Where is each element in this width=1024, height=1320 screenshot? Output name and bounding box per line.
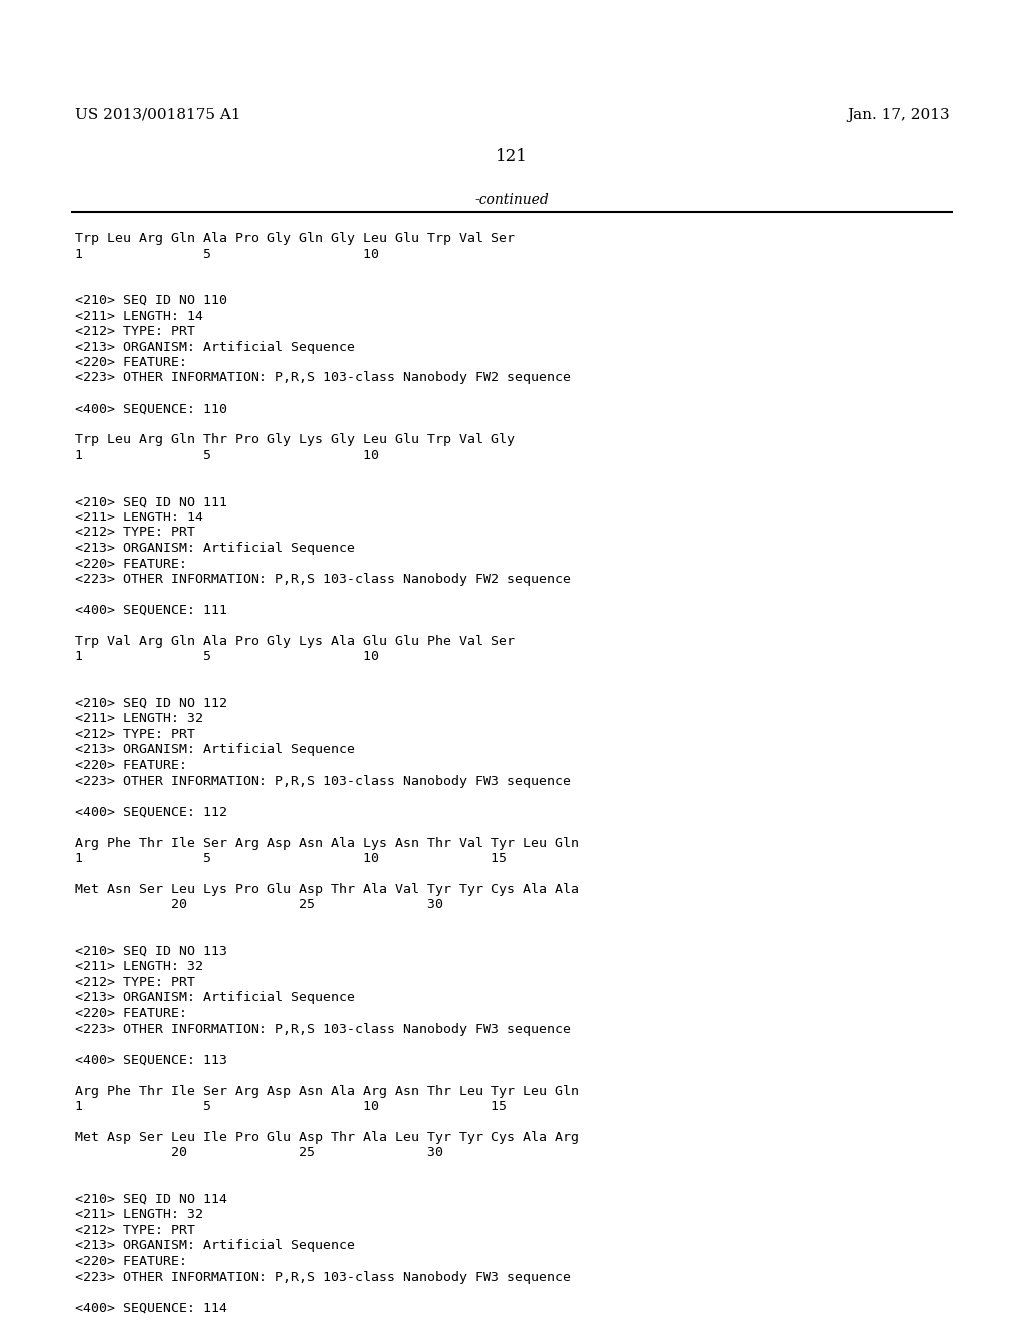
Text: <213> ORGANISM: Artificial Sequence: <213> ORGANISM: Artificial Sequence (75, 1239, 355, 1253)
Text: <400> SEQUENCE: 113: <400> SEQUENCE: 113 (75, 1053, 227, 1067)
Text: 1               5                   10: 1 5 10 (75, 651, 379, 664)
Text: US 2013/0018175 A1: US 2013/0018175 A1 (75, 108, 241, 121)
Text: <223> OTHER INFORMATION: P,R,S 103-class Nanobody FW2 sequence: <223> OTHER INFORMATION: P,R,S 103-class… (75, 573, 571, 586)
Text: <213> ORGANISM: Artificial Sequence: <213> ORGANISM: Artificial Sequence (75, 543, 355, 554)
Text: <210> SEQ ID NO 110: <210> SEQ ID NO 110 (75, 294, 227, 308)
Text: Arg Phe Thr Ile Ser Arg Asp Asn Ala Lys Asn Thr Val Tyr Leu Gln: Arg Phe Thr Ile Ser Arg Asp Asn Ala Lys … (75, 837, 579, 850)
Text: 1               5                   10              15: 1 5 10 15 (75, 1100, 507, 1113)
Text: <223> OTHER INFORMATION: P,R,S 103-class Nanobody FW3 sequence: <223> OTHER INFORMATION: P,R,S 103-class… (75, 1270, 571, 1283)
Text: <220> FEATURE:: <220> FEATURE: (75, 356, 187, 370)
Text: 20              25              30: 20 25 30 (75, 899, 443, 912)
Text: <220> FEATURE:: <220> FEATURE: (75, 759, 187, 772)
Text: Trp Leu Arg Gln Thr Pro Gly Lys Gly Leu Glu Trp Val Gly: Trp Leu Arg Gln Thr Pro Gly Lys Gly Leu … (75, 433, 515, 446)
Text: <400> SEQUENCE: 114: <400> SEQUENCE: 114 (75, 1302, 227, 1315)
Text: Met Asp Ser Leu Ile Pro Glu Asp Thr Ala Leu Tyr Tyr Cys Ala Arg: Met Asp Ser Leu Ile Pro Glu Asp Thr Ala … (75, 1131, 579, 1144)
Text: Trp Leu Arg Gln Ala Pro Gly Gln Gly Leu Glu Trp Val Ser: Trp Leu Arg Gln Ala Pro Gly Gln Gly Leu … (75, 232, 515, 246)
Text: Met Asn Ser Leu Lys Pro Glu Asp Thr Ala Val Tyr Tyr Cys Ala Ala: Met Asn Ser Leu Lys Pro Glu Asp Thr Ala … (75, 883, 579, 896)
Text: Trp Val Arg Gln Ala Pro Gly Lys Ala Glu Glu Phe Val Ser: Trp Val Arg Gln Ala Pro Gly Lys Ala Glu … (75, 635, 515, 648)
Text: <212> TYPE: PRT: <212> TYPE: PRT (75, 729, 195, 741)
Text: 121: 121 (496, 148, 528, 165)
Text: <210> SEQ ID NO 111: <210> SEQ ID NO 111 (75, 495, 227, 508)
Text: <223> OTHER INFORMATION: P,R,S 103-class Nanobody FW2 sequence: <223> OTHER INFORMATION: P,R,S 103-class… (75, 371, 571, 384)
Text: <212> TYPE: PRT: <212> TYPE: PRT (75, 975, 195, 989)
Text: <213> ORGANISM: Artificial Sequence: <213> ORGANISM: Artificial Sequence (75, 991, 355, 1005)
Text: <220> FEATURE:: <220> FEATURE: (75, 557, 187, 570)
Text: <211> LENGTH: 14: <211> LENGTH: 14 (75, 511, 203, 524)
Text: <220> FEATURE:: <220> FEATURE: (75, 1007, 187, 1020)
Text: <211> LENGTH: 32: <211> LENGTH: 32 (75, 1209, 203, 1221)
Text: <210> SEQ ID NO 112: <210> SEQ ID NO 112 (75, 697, 227, 710)
Text: <211> LENGTH: 14: <211> LENGTH: 14 (75, 309, 203, 322)
Text: -continued: -continued (475, 193, 549, 207)
Text: <212> TYPE: PRT: <212> TYPE: PRT (75, 527, 195, 540)
Text: <220> FEATURE:: <220> FEATURE: (75, 1255, 187, 1269)
Text: <213> ORGANISM: Artificial Sequence: <213> ORGANISM: Artificial Sequence (75, 743, 355, 756)
Text: <210> SEQ ID NO 114: <210> SEQ ID NO 114 (75, 1193, 227, 1206)
Text: <213> ORGANISM: Artificial Sequence: <213> ORGANISM: Artificial Sequence (75, 341, 355, 354)
Text: <210> SEQ ID NO 113: <210> SEQ ID NO 113 (75, 945, 227, 958)
Text: 1               5                   10              15: 1 5 10 15 (75, 851, 507, 865)
Text: <400> SEQUENCE: 112: <400> SEQUENCE: 112 (75, 805, 227, 818)
Text: <223> OTHER INFORMATION: P,R,S 103-class Nanobody FW3 sequence: <223> OTHER INFORMATION: P,R,S 103-class… (75, 775, 571, 788)
Text: 1               5                   10: 1 5 10 (75, 248, 379, 260)
Text: <211> LENGTH: 32: <211> LENGTH: 32 (75, 713, 203, 726)
Text: <211> LENGTH: 32: <211> LENGTH: 32 (75, 961, 203, 974)
Text: Arg Phe Thr Ile Ser Arg Asp Asn Ala Arg Asn Thr Leu Tyr Leu Gln: Arg Phe Thr Ile Ser Arg Asp Asn Ala Arg … (75, 1085, 579, 1097)
Text: <400> SEQUENCE: 110: <400> SEQUENCE: 110 (75, 403, 227, 416)
Text: <223> OTHER INFORMATION: P,R,S 103-class Nanobody FW3 sequence: <223> OTHER INFORMATION: P,R,S 103-class… (75, 1023, 571, 1035)
Text: 20              25              30: 20 25 30 (75, 1147, 443, 1159)
Text: Jan. 17, 2013: Jan. 17, 2013 (848, 108, 950, 121)
Text: 1               5                   10: 1 5 10 (75, 449, 379, 462)
Text: <212> TYPE: PRT: <212> TYPE: PRT (75, 1224, 195, 1237)
Text: <212> TYPE: PRT: <212> TYPE: PRT (75, 325, 195, 338)
Text: <400> SEQUENCE: 111: <400> SEQUENCE: 111 (75, 605, 227, 616)
